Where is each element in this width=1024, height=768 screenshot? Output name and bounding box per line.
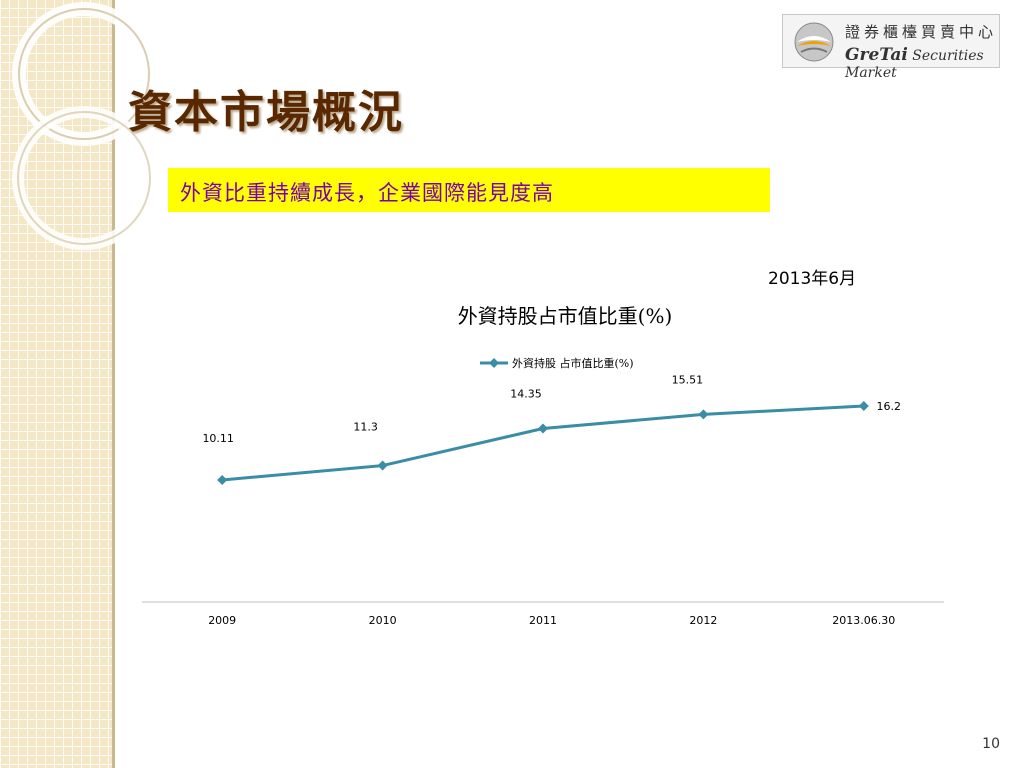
data-label: 11.3 [353, 421, 378, 434]
data-label: 14.35 [510, 387, 542, 400]
x-tick-label: 2012 [689, 614, 717, 627]
gretai-logo: 證券櫃檯買賣中心 GreTai Securities Market [782, 14, 1000, 81]
slide-title: 資本市場概況 [128, 87, 404, 138]
highlight-box: 外資比重持續成長，企業國際能見度高 [168, 168, 770, 212]
legend-marker [489, 358, 499, 368]
legend-label: 外資持股 占市值比重(%) [512, 356, 634, 370]
x-tick-label: 2009 [208, 614, 236, 627]
logo-name-cn: 證券櫃檯買賣中心 [845, 23, 998, 41]
data-point [538, 423, 548, 434]
series-line [222, 404, 864, 482]
data-label: 16.2 [877, 400, 902, 413]
page-number: 10 [982, 736, 1000, 752]
logo-name-en: GreTai Securities Market [845, 45, 999, 81]
highlight-text: 外資比重持續成長，企業國際能見度高 [180, 181, 554, 205]
x-tick-label: 2013.06.30 [832, 614, 895, 627]
date-label: 2013年6月 [768, 269, 857, 289]
data-point [698, 409, 709, 420]
gretai-emblem-icon [794, 22, 834, 62]
sidebar-edge [112, 0, 115, 768]
data-label: 10.11 [202, 432, 234, 445]
logo-name-en-sub: Securities Market [845, 48, 984, 81]
logo-name-en-main: GreTai [845, 45, 908, 65]
data-point [217, 475, 228, 485]
x-tick-label: 2011 [529, 614, 557, 627]
data-label: 15.51 [672, 373, 704, 386]
x-tick-label: 2010 [369, 614, 397, 627]
data-point [858, 401, 869, 411]
data-point [377, 460, 388, 471]
chart-title: 外資持股占市值比重(%) [458, 304, 673, 328]
